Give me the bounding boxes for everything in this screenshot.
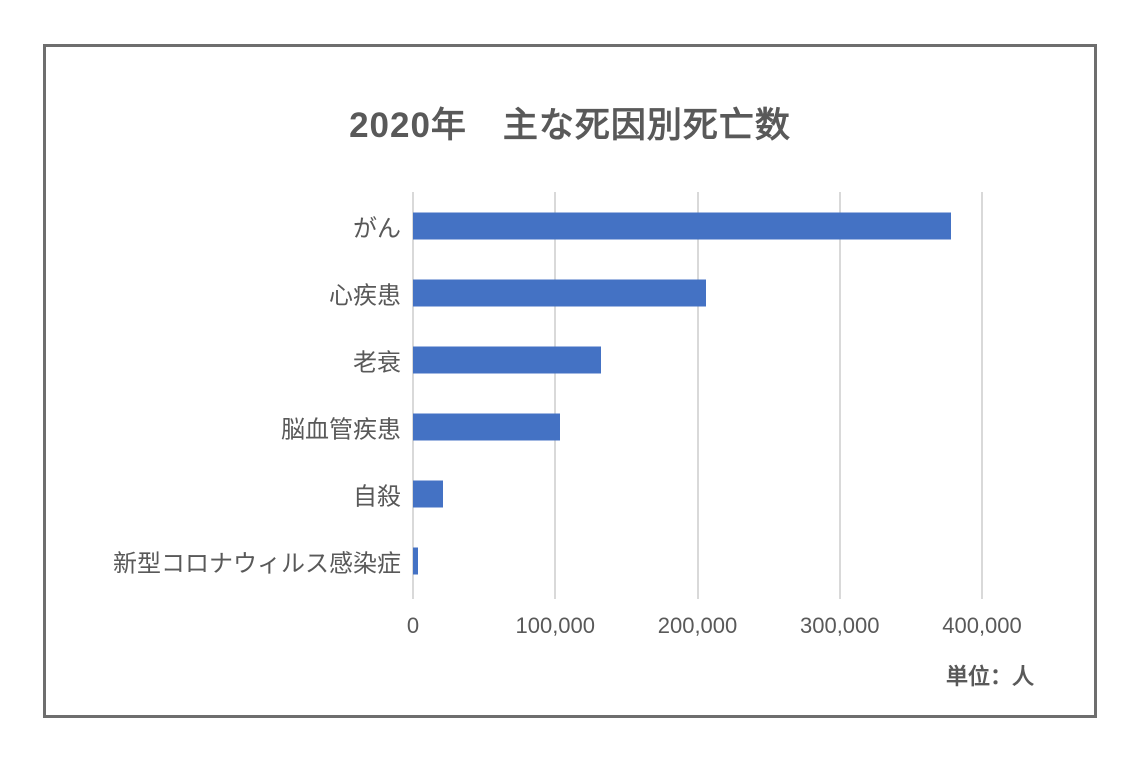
- bar: [413, 547, 418, 574]
- category-label: 老衰: [353, 349, 401, 376]
- bar: [413, 413, 560, 440]
- bar-row: 自殺: [353, 460, 982, 527]
- bar: [413, 346, 601, 373]
- category-label: がん: [353, 215, 401, 242]
- chart-title: 2020年 主な死因別死亡数: [349, 106, 791, 145]
- category-label: 脳血管疾患: [281, 416, 401, 443]
- plot-area: 0 100,000 200,000 300,000 400,000 がん心疾患老衰脳血管疾…: [113, 192, 1022, 638]
- bar: [413, 279, 707, 306]
- x-tick-label: 100,000: [515, 613, 596, 638]
- bar: [413, 480, 443, 507]
- gridline: [554, 192, 557, 599]
- x-tick-label: 300,000: [799, 613, 880, 638]
- bar-row: 新型コロナウィルス感染症: [113, 527, 982, 594]
- bar-row: がん: [353, 192, 982, 259]
- gridline: [412, 192, 414, 599]
- bar: [413, 212, 951, 239]
- x-tick-label: 200,000: [657, 613, 738, 638]
- gridline: [838, 192, 841, 599]
- unit-label: 単位：人: [945, 664, 1034, 689]
- x-tick-label: 400,000: [942, 613, 1022, 638]
- category-label: 新型コロナウィルス感染症: [113, 550, 401, 577]
- category-label: 自殺: [353, 483, 401, 510]
- gridline: [696, 192, 699, 599]
- bar-row: 脳血管疾患: [281, 393, 982, 460]
- bar-row: 心疾患: [329, 259, 982, 326]
- x-tick-label: 0: [406, 613, 420, 638]
- bar-row: 老衰: [353, 326, 982, 393]
- category-label: 心疾患: [329, 282, 401, 309]
- chart-frame: 2020年 主な死因別死亡数 0 100,000 200,000 300,000 400…: [43, 44, 1097, 718]
- gridline: [981, 192, 983, 599]
